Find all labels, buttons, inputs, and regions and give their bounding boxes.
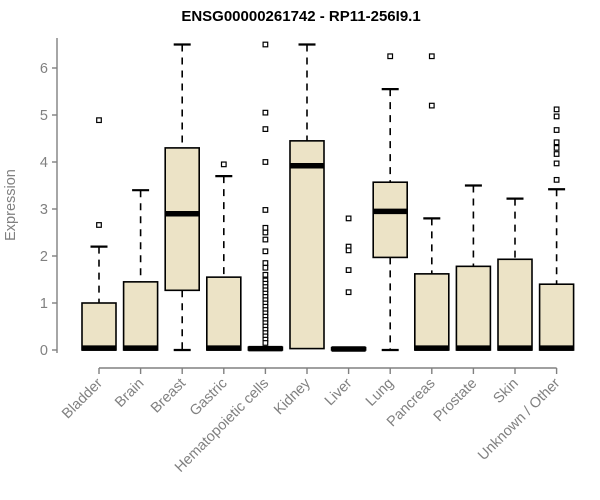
box-unknown-other [538, 283, 575, 351]
y-axis-label: Expression [3, 169, 19, 241]
outlier-point [553, 160, 560, 167]
outlier-point [262, 340, 269, 346]
x-tick-label: Prostate [431, 376, 480, 425]
box-breast [164, 147, 200, 292]
outlier-point [553, 145, 560, 151]
outlier-point [262, 260, 269, 266]
outlier-point [262, 207, 269, 213]
outlier-point [553, 113, 560, 120]
box-brain [122, 281, 159, 351]
box-pancreas [413, 273, 450, 351]
x-tick-label: Skin [491, 376, 522, 407]
outlier-point [345, 247, 352, 254]
outlier-point [262, 229, 269, 236]
outlier-point [428, 53, 435, 60]
outlier-point [553, 106, 560, 113]
y-tick-label: 1 [40, 296, 48, 312]
box-kidney [289, 140, 325, 350]
outlier-point [345, 215, 352, 222]
x-tick-label: Lung [363, 376, 397, 410]
outlier-point [262, 109, 269, 116]
y-tick-label: 3 [40, 202, 48, 218]
box-prostate [455, 265, 492, 351]
x-tick-label: Kidney [271, 375, 314, 418]
x-tick-label: Liver [322, 375, 356, 409]
box-gastric [206, 276, 242, 351]
outlier-point [553, 127, 560, 133]
outlier-point [428, 102, 435, 109]
y-tick-label: 0 [40, 343, 48, 359]
outlier-point [345, 267, 352, 273]
outlier-point [96, 222, 102, 228]
x-tick-label: Brain [112, 376, 147, 411]
x-tick-label: Bladder [59, 375, 106, 422]
outlier-point [387, 53, 394, 60]
x-tick-label: Breast [148, 376, 189, 417]
y-tick-label: 2 [40, 249, 48, 265]
outlier-point [553, 151, 560, 157]
chart-title: ENSG00000261742 - RP11-256I9.1 [181, 8, 420, 25]
outlier-point [553, 139, 560, 146]
outlier-point [96, 117, 102, 124]
outlier-point [262, 236, 269, 243]
outlier-point [262, 41, 269, 48]
outlier-point [345, 289, 352, 296]
outlier-point [262, 224, 269, 231]
outlier-point [553, 176, 560, 183]
y-tick-label: 4 [40, 155, 48, 171]
y-tick-label: 5 [40, 108, 48, 124]
outlier-point [220, 161, 227, 168]
box-skin [497, 258, 533, 351]
outlier-point [262, 264, 269, 271]
y-tick-label: 6 [40, 61, 48, 77]
box-lung [372, 181, 409, 259]
outlier-point [262, 271, 269, 278]
outlier-point [262, 248, 269, 255]
outlier-point [262, 126, 269, 133]
outlier-point [262, 159, 269, 165]
box-bladder [81, 302, 117, 351]
